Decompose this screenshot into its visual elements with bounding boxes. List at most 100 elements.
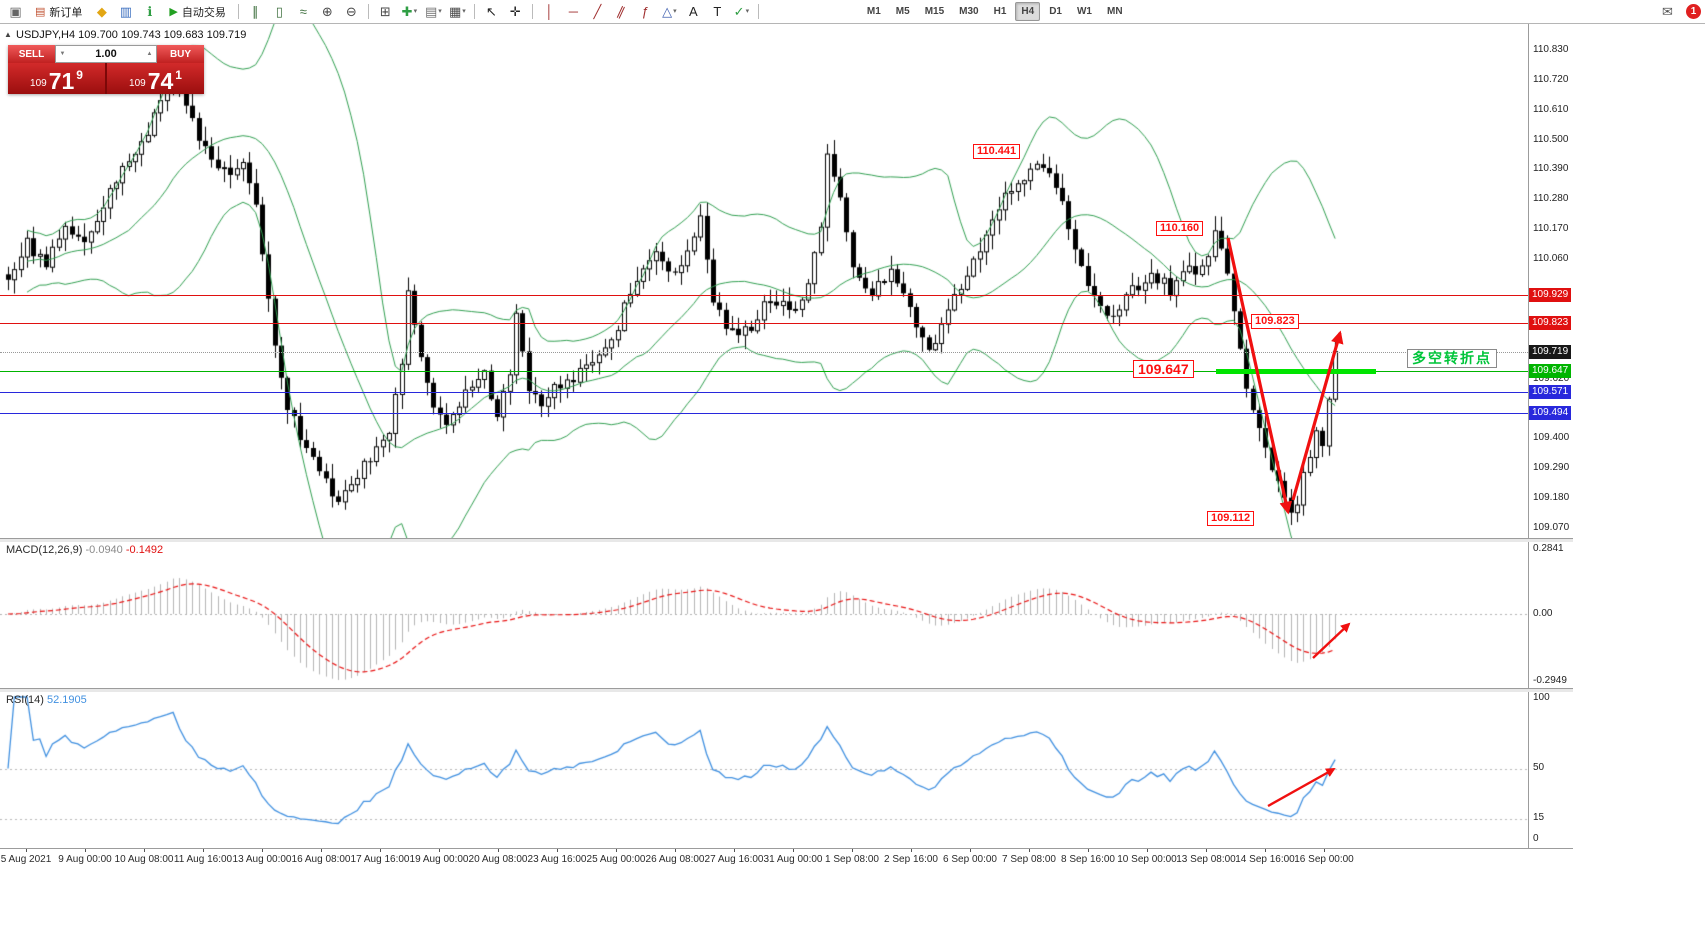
volume-value[interactable]: 1.00	[95, 48, 117, 60]
timeframe-button-h4[interactable]: H4	[1015, 2, 1041, 21]
timeframe-button-mn[interactable]: MN	[1106, 6, 1123, 17]
macd-pane-splitter[interactable]	[0, 538, 1573, 542]
price-annotation-109823[interactable]: 109.823	[1251, 314, 1299, 329]
autotrading-button[interactable]: ▶ 自动交易	[162, 1, 232, 22]
market-watch-icon[interactable]: ◆	[96, 4, 107, 19]
time-label: 23 Aug 16:00	[527, 854, 587, 865]
time-tick	[1147, 849, 1148, 852]
volume-stepper[interactable]: ▼ 1.00 ▲	[55, 45, 157, 63]
one-click-toggle-icon[interactable]: ▲	[4, 30, 12, 39]
turning-level-highlight[interactable]	[1216, 369, 1376, 375]
time-label: 25 Aug 00:00	[586, 854, 646, 865]
price-marker-109719: 109.719	[1529, 344, 1572, 359]
buy-price-big: 74	[147, 68, 174, 94]
time-tick	[1088, 849, 1089, 852]
hline-109929[interactable]	[0, 295, 1528, 296]
macd-name: MACD(12,26,9)	[6, 544, 83, 556]
sell-price[interactable]: 109 71 9	[8, 63, 105, 94]
toolbar-separator	[237, 4, 239, 19]
line-chart-icon[interactable]: ≈	[299, 4, 307, 19]
price-tick: 109.180	[1533, 492, 1570, 504]
toolbar-separator	[531, 4, 533, 19]
fibonacci-icon[interactable]: ƒ	[641, 4, 649, 19]
horizontal-line-icon[interactable]: ─	[568, 4, 578, 19]
mail-icon[interactable]: ✉	[1662, 4, 1673, 19]
price-annotation-109647[interactable]: 109.647	[1133, 360, 1194, 378]
timeframe-button-m30[interactable]: M30	[959, 6, 979, 17]
buy-price-prefix: 109	[129, 78, 146, 89]
hline-109719[interactable]	[0, 352, 1528, 353]
rsi-axis[interactable]: 100 50 15 0	[1529, 691, 1609, 848]
hline-109647[interactable]	[0, 371, 1528, 372]
time-label: 8 Sep 16:00	[1061, 854, 1115, 865]
turning-point-label[interactable]: 多空转折点	[1407, 349, 1497, 368]
timeframe-button-w1[interactable]: W1	[1076, 6, 1092, 17]
time-tick	[26, 849, 27, 852]
new-order-button-icon: ▤	[35, 6, 46, 18]
buy-button[interactable]: BUY	[157, 45, 204, 63]
time-tick	[85, 849, 86, 852]
data-window-icon[interactable]: ▥	[119, 4, 133, 19]
new-chart-icon[interactable]: ▣	[9, 4, 22, 19]
price-tick: 109.070	[1533, 521, 1570, 533]
zoom-in-icon[interactable]: ⊕	[321, 4, 333, 19]
macd-pane-canvas[interactable]	[0, 541, 1528, 688]
time-label: 16 Aug 08:00	[291, 854, 351, 865]
timeframe-button-m15[interactable]: M15	[924, 6, 945, 17]
vertical-line-icon[interactable]: │	[545, 4, 554, 19]
time-tick	[1029, 849, 1030, 852]
templates-icon[interactable]: ▤ ▾	[424, 4, 442, 19]
hline-109823[interactable]	[0, 323, 1528, 324]
buy-price[interactable]: 109 74 1	[107, 63, 204, 94]
zoom-out-icon[interactable]: ⊖	[345, 4, 357, 19]
time-label: 10 Sep 00:00	[1117, 854, 1177, 865]
trendline-icon[interactable]: ╱	[593, 4, 602, 19]
notification-badge[interactable]: 1	[1686, 4, 1701, 19]
timeframe-button-d1[interactable]: D1	[1049, 6, 1062, 17]
volume-up-icon[interactable]: ▲	[146, 51, 153, 57]
price-chart-canvas[interactable]	[0, 23, 1528, 538]
time-axis[interactable]: 5 Aug 2021 9 Aug 00:00 10 Aug 08:00 11 Aug …	[0, 848, 1573, 869]
price-annotation-110441[interactable]: 110.441	[973, 144, 1021, 159]
time-label: 26 Aug 08:00	[645, 854, 705, 865]
cursor-icon[interactable]: ↖	[485, 4, 497, 19]
volume-down-icon[interactable]: ▼	[59, 51, 66, 57]
timeframe-button-m5[interactable]: M5	[895, 6, 910, 17]
sell-button[interactable]: SELL	[8, 45, 55, 63]
time-tick	[1324, 849, 1325, 852]
text-icon[interactable]: A	[689, 4, 698, 19]
price-marker-109823: 109.823	[1529, 316, 1572, 331]
price-axis[interactable]: 110.830 110.720 110.610 110.500 110.390 110.2…	[1529, 23, 1609, 538]
macd-value-signal: -0.1492	[125, 544, 164, 556]
arrows-icon[interactable]: ✓ ▾	[733, 4, 750, 19]
new-order-button[interactable]: ▤ 新订单	[28, 1, 89, 22]
macd-axis[interactable]: 0.2841 0.00 -0.2949	[1529, 541, 1609, 688]
time-label: 6 Sep 00:00	[943, 854, 997, 865]
timeframe-button-h1[interactable]: H1	[993, 6, 1007, 17]
shapes-icon[interactable]: △ ▾	[662, 4, 677, 19]
navigator-icon[interactable]: ℹ	[147, 4, 153, 19]
time-label: 27 Aug 16:00	[704, 854, 764, 865]
price-marker-109494: 109.494	[1529, 405, 1572, 420]
label-icon[interactable]: T	[713, 4, 722, 19]
sell-price-prefix: 109	[30, 78, 47, 89]
bar-chart-icon[interactable]: ∥	[252, 4, 259, 19]
price-marker-109647: 109.647	[1529, 364, 1572, 379]
sell-price-sup: 9	[76, 68, 83, 82]
rsi-pane-canvas[interactable]	[0, 691, 1528, 848]
time-label: 1 Sep 08:00	[825, 854, 879, 865]
price-annotation-109112[interactable]: 109.112	[1207, 511, 1255, 526]
channel-icon[interactable]: ∥	[615, 3, 628, 20]
time-tick	[1265, 849, 1266, 852]
price-annotation-110160[interactable]: 110.160	[1156, 221, 1204, 236]
candlestick-chart-icon[interactable]: ▯	[275, 4, 283, 19]
price-marker-109929: 109.929	[1529, 287, 1572, 302]
rsi-pane-splitter[interactable]	[0, 688, 1573, 692]
tile-windows-icon[interactable]: ⊞	[379, 4, 391, 19]
hline-109571[interactable]	[0, 392, 1528, 393]
hline-109494[interactable]	[0, 413, 1528, 414]
indicators-icon[interactable]: ✚ ▾	[401, 4, 418, 19]
crosshair-icon[interactable]: ✛	[509, 4, 521, 19]
timeframe-button-m1[interactable]: M1	[866, 6, 881, 17]
timeframes-icon[interactable]: ▦ ▾	[448, 4, 466, 19]
